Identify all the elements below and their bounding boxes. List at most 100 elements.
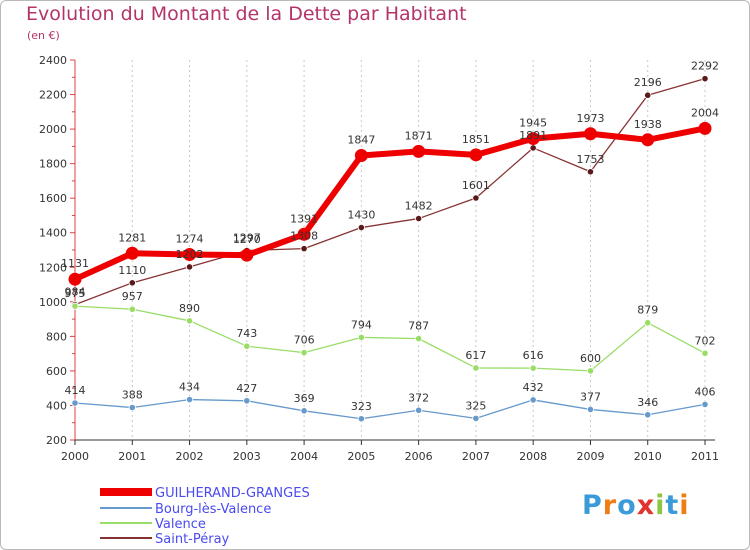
- data-label: 1110: [118, 264, 146, 277]
- y-tick-label: 1600: [39, 192, 67, 205]
- data-label: 787: [408, 320, 429, 333]
- x-tick-label: 2000: [61, 450, 89, 463]
- data-point-2: [357, 333, 365, 341]
- y-tick-label: 1200: [39, 261, 67, 274]
- data-label: 957: [122, 290, 143, 303]
- logo-letter: i: [679, 490, 690, 521]
- data-label: 2292: [691, 60, 719, 73]
- y-tick-label: 200: [46, 434, 67, 447]
- data-label: 1270: [233, 233, 261, 246]
- data-point-1: [357, 415, 365, 423]
- y-tick-label: 1000: [39, 296, 67, 309]
- data-label: 434: [179, 381, 200, 394]
- data-point-3: [185, 263, 194, 271]
- unit-label: (en €): [27, 29, 60, 42]
- data-label: 325: [465, 399, 486, 412]
- data-point-1: [586, 405, 595, 414]
- data-label: 1131: [61, 257, 89, 270]
- legend-label: Valence: [155, 517, 206, 532]
- data-label: 984: [65, 286, 86, 299]
- x-tick-label: 2004: [290, 450, 318, 463]
- data-point-1: [71, 399, 79, 407]
- data-label: 702: [695, 334, 716, 347]
- data-label: 1430: [347, 209, 375, 222]
- data-label: 616: [523, 349, 544, 362]
- data-point-3: [357, 223, 365, 232]
- logo-letter: t: [665, 490, 680, 521]
- logo-letter: r: [602, 490, 618, 521]
- data-label: 1871: [405, 129, 433, 142]
- data-point-1: [701, 400, 709, 409]
- grid: [74, 60, 706, 440]
- data-point-0: [583, 127, 597, 141]
- data-label: 1973: [576, 112, 604, 125]
- x-tick-label: 2011: [691, 450, 719, 463]
- data-label: 1847: [347, 134, 375, 147]
- data-label: 2004: [691, 106, 719, 119]
- data-point-2: [71, 302, 79, 310]
- data-point-2: [701, 349, 709, 357]
- data-label: 406: [695, 385, 716, 398]
- data-point-3: [300, 245, 308, 253]
- data-point-2: [300, 348, 308, 357]
- y-tick-label: 2400: [39, 54, 67, 67]
- y-tick-label: 2000: [39, 123, 67, 136]
- data-label: 377: [580, 390, 601, 403]
- logo-letter: x: [636, 490, 656, 521]
- y-tick-label: 1800: [39, 158, 67, 171]
- data-point-1: [128, 403, 136, 412]
- logo-letter: o: [617, 490, 637, 521]
- data-label: 2196: [634, 76, 662, 89]
- data-label: 794: [351, 318, 372, 331]
- data-point-1: [243, 397, 251, 405]
- data-label: 706: [294, 334, 315, 347]
- data-point-3: [644, 91, 652, 99]
- data-point-0: [183, 247, 197, 261]
- data-label: 369: [294, 392, 315, 405]
- data-point-1: [415, 406, 423, 414]
- x-tick-label: 2005: [347, 450, 375, 463]
- data-label: 1753: [576, 153, 604, 166]
- data-label: 1482: [405, 200, 433, 213]
- legend: GUILHERAND-GRANGESBourg-lès-ValenceValen…: [100, 486, 310, 547]
- data-point-2: [472, 364, 480, 372]
- x-tick-label: 2002: [176, 450, 204, 463]
- data-point-1: [185, 395, 194, 404]
- data-label: 890: [179, 302, 200, 315]
- data-label: 1938: [634, 118, 662, 131]
- data-label: 975: [65, 287, 86, 300]
- x-tick-label: 2001: [118, 450, 146, 463]
- data-point-2: [644, 319, 652, 327]
- legend-label: Bourg-lès-Valence: [155, 502, 271, 517]
- data-label: 323: [351, 400, 372, 413]
- proxiti-logo: Proxiti: [582, 490, 690, 521]
- x-tick-label: 2007: [462, 450, 490, 463]
- data-point-0: [68, 272, 82, 286]
- data-point-0: [641, 133, 655, 147]
- data-labels: 1131 1281 1274 1270 1391 1847 1871 1851 1945 1973…: [61, 60, 719, 413]
- data-label: 1945: [519, 117, 547, 130]
- data-label: 1891: [519, 129, 547, 142]
- series-line-0: [73, 125, 706, 282]
- y-tick-label: 800: [46, 330, 67, 343]
- x-tick-label: 2003: [233, 450, 261, 463]
- data-point-3: [415, 214, 423, 223]
- data-label: 1281: [118, 231, 146, 244]
- data-point-2: [185, 317, 194, 325]
- data-label: 1297: [233, 232, 261, 245]
- data-point-0: [354, 149, 368, 163]
- data-point-3: [586, 168, 595, 176]
- chart-title: Evolution du Montant de la Dette par Hab…: [26, 3, 467, 25]
- data-point-0: [125, 246, 139, 260]
- data-label: 879: [637, 304, 658, 317]
- series-line-2: [74, 305, 706, 372]
- data-point-2: [586, 367, 595, 375]
- data-point-2: [415, 335, 423, 343]
- y-tick-label: 1400: [39, 227, 67, 240]
- data-label: 1274: [176, 232, 204, 245]
- data-label: 743: [236, 327, 257, 340]
- data-point-0: [698, 121, 712, 135]
- data-label: 427: [236, 382, 257, 395]
- data-point-0: [297, 227, 311, 241]
